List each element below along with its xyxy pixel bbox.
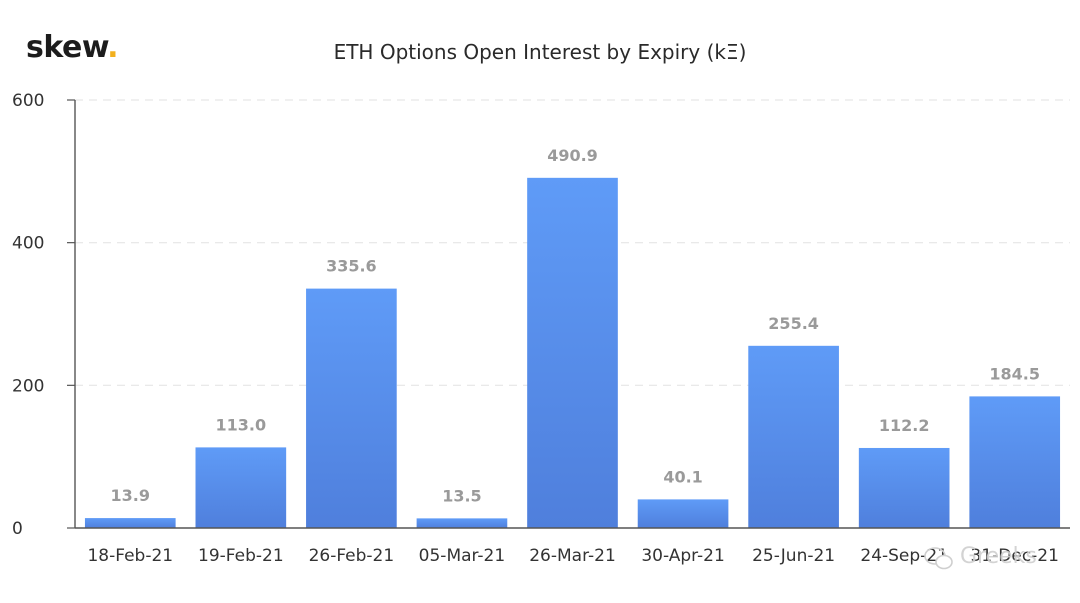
x-tick-label: 31-Dec-21 [971,546,1059,566]
x-tick-label: 26-Feb-21 [309,546,395,566]
watermark: Greeks [924,544,1037,570]
x-tick-label: 24-Sep-21 [860,546,948,566]
bar [416,518,508,528]
data-label: 113.0 [216,415,267,434]
data-label: 335.6 [326,257,377,276]
data-label: 13.9 [111,486,150,505]
bar [637,499,729,528]
x-tick-label: 25-Jun-21 [752,546,835,566]
bar [306,288,397,528]
data-label: 40.1 [663,467,702,486]
data-label: 255.4 [768,314,819,333]
skew-logo: skew. [26,30,119,65]
x-tick-label: 18-Feb-21 [87,546,173,566]
x-tick-label: 26-Mar-21 [529,546,616,566]
bar [748,345,839,528]
logo-text: skew [26,30,108,65]
watermark-text: Greeks [960,544,1037,569]
logo-dot: . [107,30,119,65]
y-tick-label: 0 [12,519,23,539]
data-label: 490.9 [547,146,598,165]
x-tick-label: 30-Apr-21 [641,546,724,566]
wechat-icon [924,547,953,570]
y-tick-label: 600 [12,91,44,111]
y-tick-label: 200 [12,376,44,396]
y-tick-label: 400 [12,234,44,254]
chart-title: ETH Options Open Interest by Expiry (kΞ) [333,40,747,64]
x-tick-label: 19-Feb-21 [198,546,284,566]
data-label: 112.2 [879,416,930,435]
bar [84,518,176,528]
bar [527,177,618,529]
axes: 0 200 400 600 18-Feb-21 19-Feb-21 26-Feb-21 05-… [12,91,1070,566]
bars [84,177,1061,529]
bar [858,447,950,528]
data-label: 184.5 [989,364,1040,383]
x-tick-label: 05-Mar-21 [419,546,506,566]
bar [195,447,287,528]
bar [969,396,1061,528]
data-label: 13.5 [442,486,481,505]
data-labels: 13.9 113.0 335.6 13.5 490.9 40.1 255.4 112.2 184… [111,146,1040,506]
